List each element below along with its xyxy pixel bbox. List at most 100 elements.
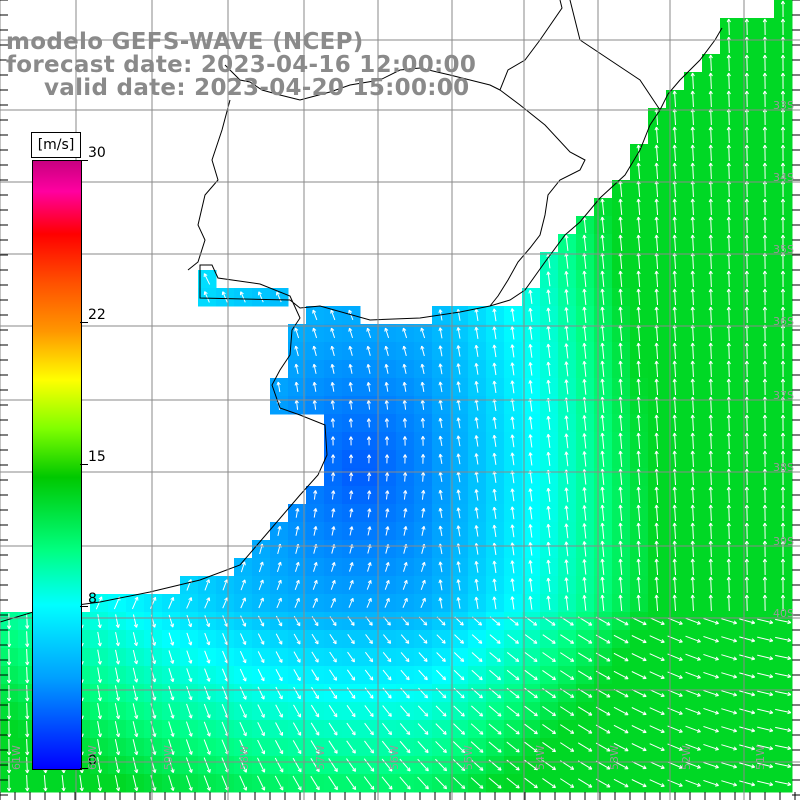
wind-arrow bbox=[348, 418, 353, 428]
wind-arrow bbox=[757, 690, 774, 697]
wind-arrow bbox=[488, 723, 502, 735]
wind-arrow bbox=[402, 381, 407, 392]
wind-arrow bbox=[744, 198, 749, 216]
wind-arrow bbox=[456, 381, 461, 393]
wind-arrow bbox=[132, 703, 139, 720]
wind-arrow bbox=[328, 722, 338, 736]
wind-arrow bbox=[726, 576, 731, 594]
wind-arrow bbox=[402, 597, 408, 608]
wind-arrow bbox=[204, 668, 211, 682]
wind-arrow bbox=[97, 667, 102, 683]
colorbar-tick-label: 30 bbox=[88, 145, 106, 161]
wind-arrow bbox=[506, 741, 520, 753]
wind-arrow bbox=[546, 577, 551, 593]
wind-arrow bbox=[382, 651, 392, 663]
wind-arrow bbox=[564, 433, 569, 449]
wind-arrow bbox=[721, 654, 738, 661]
wind-arrow bbox=[492, 506, 497, 519]
wind-arrow bbox=[654, 414, 659, 432]
wind-arrow bbox=[348, 345, 353, 356]
wind-arrow bbox=[276, 597, 282, 609]
wind-arrow bbox=[471, 705, 484, 717]
wind-arrow bbox=[292, 775, 302, 791]
wind-arrow bbox=[744, 54, 749, 72]
wind-arrow bbox=[329, 651, 337, 663]
wind-arrow bbox=[636, 306, 641, 324]
wind-arrow bbox=[618, 594, 623, 612]
wind-arrow bbox=[168, 632, 175, 646]
wind-arrow bbox=[313, 490, 318, 500]
wind-arrow bbox=[204, 597, 211, 609]
wind-arrow bbox=[618, 342, 623, 360]
wind-arrow bbox=[744, 432, 749, 450]
wind-arrow bbox=[654, 558, 659, 576]
wind-arrow bbox=[474, 453, 479, 465]
wind-arrow bbox=[703, 707, 719, 715]
wind-arrow bbox=[744, 342, 749, 360]
wind-arrow bbox=[420, 597, 426, 609]
wind-arrow bbox=[348, 472, 354, 482]
wind-arrow bbox=[762, 432, 768, 450]
wind-arrow bbox=[690, 72, 695, 90]
wind-arrow bbox=[636, 414, 641, 432]
wind-arrow bbox=[312, 345, 317, 357]
wind-arrow bbox=[600, 522, 605, 539]
wind-arrow bbox=[636, 576, 641, 594]
wind-arrow bbox=[744, 306, 749, 324]
wind-arrow bbox=[672, 522, 677, 540]
wind-arrow bbox=[222, 579, 228, 591]
wind-arrow bbox=[672, 504, 677, 522]
wind-arrow bbox=[114, 775, 121, 792]
wind-arrow bbox=[292, 740, 302, 755]
wind-arrow bbox=[331, 490, 336, 500]
wind-arrow bbox=[489, 634, 501, 644]
wind-arrow bbox=[363, 758, 375, 772]
wind-arrow bbox=[474, 507, 479, 519]
wind-arrow bbox=[257, 775, 266, 791]
wind-arrow bbox=[636, 216, 641, 234]
wind-arrow bbox=[417, 758, 429, 772]
wind-arrow bbox=[708, 342, 713, 360]
wind-arrow bbox=[185, 775, 193, 791]
wind-arrow bbox=[726, 306, 731, 324]
wind-arrow bbox=[366, 327, 372, 338]
wind-arrow bbox=[726, 54, 731, 72]
wind-arrow bbox=[312, 597, 318, 608]
wind-arrow bbox=[618, 540, 623, 558]
wind-arrow bbox=[726, 522, 731, 540]
wind-arrow bbox=[631, 653, 647, 662]
wind-arrow bbox=[636, 234, 641, 252]
wind-arrow bbox=[708, 594, 713, 612]
wind-arrow bbox=[329, 669, 337, 681]
wind-arrow bbox=[330, 400, 335, 410]
wind-arrow bbox=[330, 382, 335, 392]
wind-arrow bbox=[524, 723, 538, 735]
wind-arrow bbox=[257, 668, 265, 682]
wind-arrow bbox=[744, 378, 749, 396]
wind-arrow bbox=[435, 723, 447, 735]
wind-arrow bbox=[403, 490, 408, 500]
wind-arrow bbox=[744, 234, 749, 252]
wind-arrow bbox=[762, 306, 768, 324]
wind-arrow bbox=[186, 632, 193, 646]
wind-arrow bbox=[510, 452, 515, 466]
wind-arrow bbox=[577, 742, 593, 752]
wind-arrow bbox=[577, 634, 593, 644]
wind-arrow bbox=[744, 414, 749, 432]
wind-arrow bbox=[364, 669, 374, 681]
wind-arrow bbox=[528, 542, 533, 556]
wind-arrow bbox=[292, 722, 302, 736]
wind-arrow bbox=[186, 668, 193, 682]
wind-arrow bbox=[474, 596, 479, 609]
wind-arrow bbox=[600, 216, 605, 234]
wind-arrow bbox=[417, 705, 429, 717]
wind-arrow bbox=[257, 757, 266, 773]
wind-arrow bbox=[346, 740, 356, 754]
wind-arrow bbox=[470, 777, 484, 789]
wind-arrow bbox=[239, 686, 247, 700]
wind-arrow bbox=[438, 471, 443, 482]
wind-arrow bbox=[453, 723, 466, 735]
wind-arrow bbox=[613, 742, 629, 752]
wind-arrow bbox=[203, 775, 211, 791]
